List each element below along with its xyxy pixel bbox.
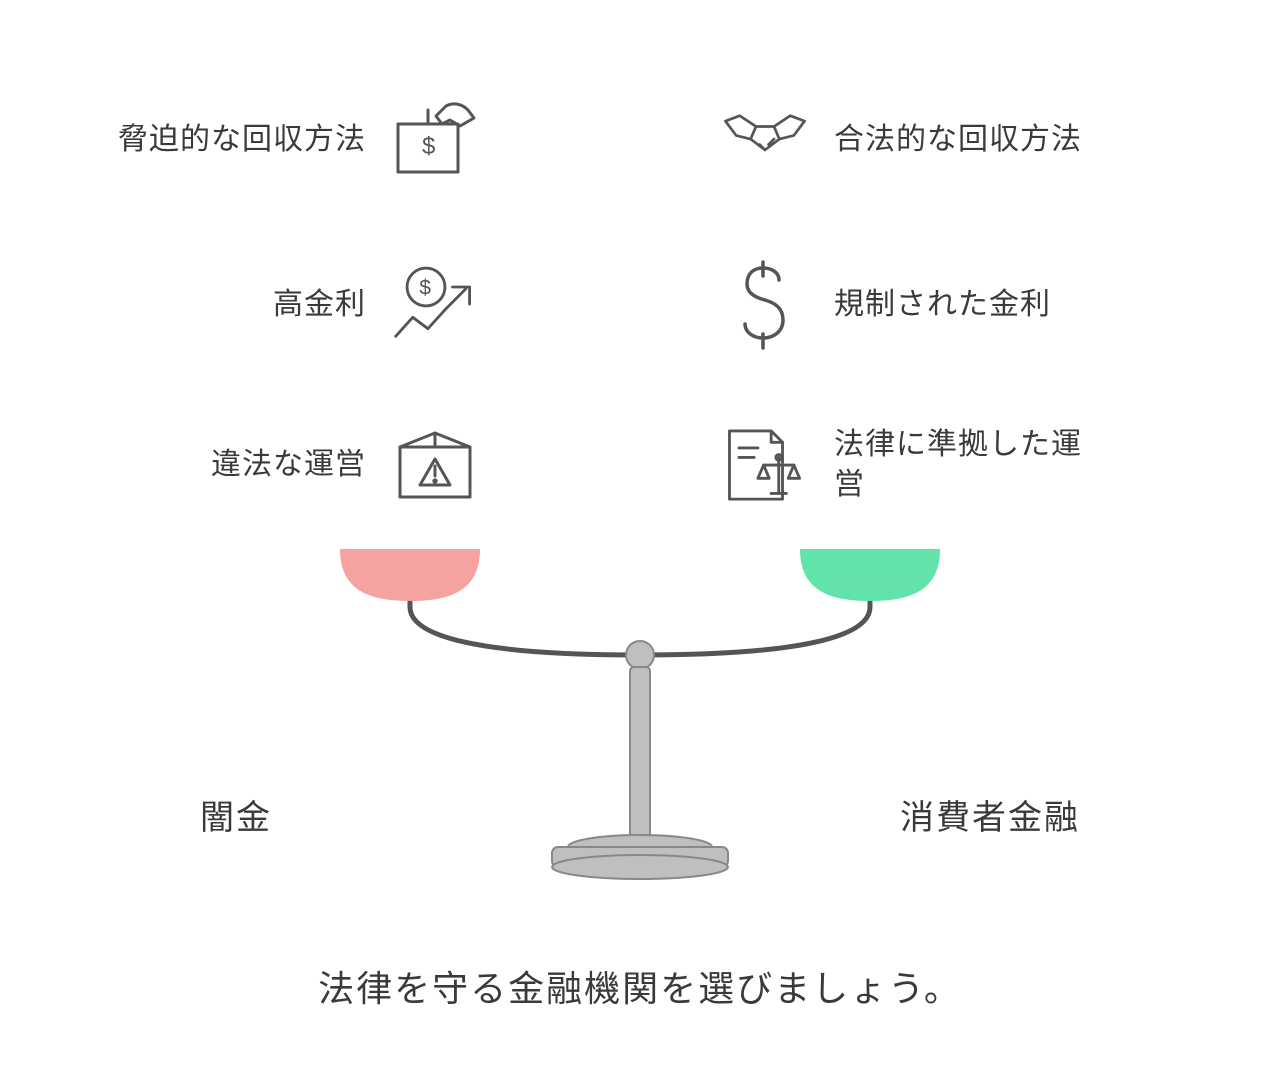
left-item-2-label: 高金利 xyxy=(273,285,366,326)
left-item-2: 高金利 $ xyxy=(273,260,480,350)
footer-message: 法律を守る金融機関を選びましょう。 xyxy=(0,960,1280,1012)
hand-money-icon: $ xyxy=(390,95,480,185)
left-item-1-label: 脅迫的な回収方法 xyxy=(118,120,366,161)
balance-scale xyxy=(300,535,980,905)
left-pan xyxy=(340,549,480,601)
right-item-1: 合法的な回収方法 xyxy=(720,95,1082,185)
right-item-3-label: 法律に準拠した運営 xyxy=(834,425,1094,506)
dollar-icon xyxy=(720,260,810,350)
left-item-3-label: 違法な運営 xyxy=(211,445,366,486)
svg-text:$: $ xyxy=(419,277,431,300)
left-category-label: 闇金 xyxy=(200,790,272,839)
right-item-1-label: 合法的な回収方法 xyxy=(834,120,1082,161)
legal-doc-icon xyxy=(720,420,810,510)
handshake-icon xyxy=(720,95,810,185)
left-item-1: 脅迫的な回収方法 $ xyxy=(118,95,480,185)
warning-box-icon xyxy=(390,420,480,510)
right-item-2: 規制された金利 xyxy=(720,260,1051,350)
right-item-3: 法律に準拠した運営 xyxy=(720,420,1094,510)
right-pan xyxy=(800,549,940,601)
left-item-3: 違法な運営 xyxy=(211,420,480,510)
rising-cost-icon: $ xyxy=(390,260,480,350)
svg-text:$: $ xyxy=(422,133,435,160)
infographic-stage: 脅迫的な回収方法 $ 高金利 $ 違法な運営 xyxy=(0,0,1280,1067)
right-item-2-label: 規制された金利 xyxy=(834,285,1051,326)
right-category-label: 消費者金融 xyxy=(900,790,1080,839)
